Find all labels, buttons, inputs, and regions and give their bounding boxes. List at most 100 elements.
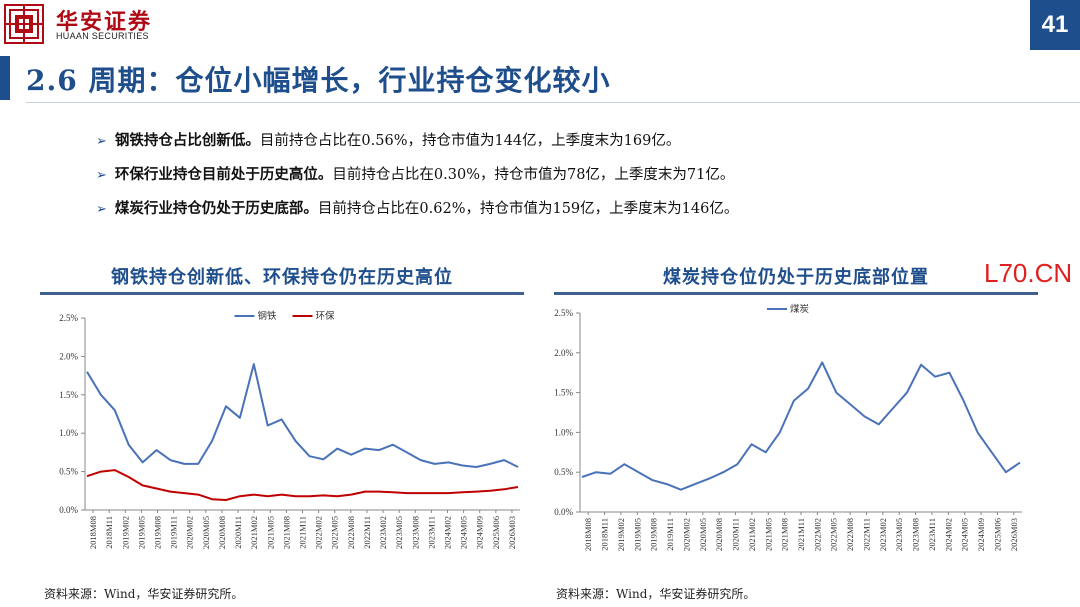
x-tick-label: 2018M08 (88, 516, 98, 549)
legend-label: 煤炭 (790, 303, 810, 315)
x-tick-label: 2021M02 (249, 516, 259, 549)
y-tick-label: 0.0% (59, 505, 78, 515)
bullet-bold: 煤炭行业持仓仍处于历史底部。 (114, 200, 318, 217)
brand-name-cn: 华安证券 (56, 9, 153, 35)
bullet-text: 目前持仓占比在0.30%，持仓市值为78亿，上季度末为71亿。 (332, 167, 735, 183)
series-line-环保 (86, 469, 519, 501)
x-tick-label: 2019M02 (616, 518, 626, 551)
x-tick-label: 2019M05 (136, 516, 146, 549)
page-number-badge: 41 (1030, 0, 1080, 50)
x-tick-label: 2023M11 (927, 518, 937, 551)
x-tick-label: 2019M08 (153, 516, 163, 549)
x-tick-label: 2023M02 (378, 516, 388, 549)
chart-source-left: 资料来源：Wind，华安证券研究所。 (44, 587, 244, 601)
x-tick-label: 2022M11 (861, 518, 871, 551)
y-tick-label: 0.5% (554, 467, 573, 477)
bullet-bold: 环保行业持仓目前处于历史高位。 (114, 166, 333, 183)
legend-label: 环保 (316, 310, 336, 322)
x-tick-label: 2023M05 (894, 518, 904, 551)
title-accent-bar (0, 56, 10, 100)
x-tick-label: 2021M11 (796, 518, 806, 551)
legend-label: 钢铁 (258, 310, 278, 322)
x-tick-label: 2024M05 (459, 516, 469, 549)
x-tick-label: 2022M02 (314, 516, 324, 549)
chart-steel-env: 0.0% 0.5% 1.0% 1.5% 2.0% 2.5% 2018M08 2018M11 20… (59, 310, 520, 549)
x-tick-label: 2020M02 (681, 518, 691, 551)
y-tick-label: 2.0% (554, 348, 573, 358)
y-tick-label: 1.5% (59, 390, 78, 400)
title-divider (26, 102, 1080, 103)
x-tick-label: 2021M05 (265, 516, 275, 549)
x-tick-label: 2024M09 (475, 516, 485, 549)
x-tick-label: 2024M02 (943, 518, 953, 551)
bullet-text: 目前持仓占比在0.56%，持仓市值为144亿，上季度末为169亿。 (259, 133, 681, 149)
x-tick-label: 2019M08 (649, 518, 659, 551)
x-tick-label: 2018M08 (583, 518, 593, 551)
watermark: L70.CN (984, 258, 1073, 288)
y-tick-label: 0.0% (554, 507, 573, 517)
bullet-item: ➢ 钢铁持仓占比创新低。目前持仓占比在0.56%，持仓市值为144亿，上季度末为1… (96, 124, 1056, 158)
x-tick-label: 2022M02 (812, 518, 822, 551)
series-line-煤炭 (581, 361, 1021, 491)
x-tick-label: 2023M08 (410, 516, 420, 549)
x-tick-label: 2024M02 (443, 516, 453, 549)
y-tick-label: 1.0% (554, 427, 573, 437)
bullet-item: ➢ 环保行业持仓目前处于历史高位。目前持仓占比在0.30%，持仓市值为78亿，上季… (96, 158, 1056, 192)
x-tick-label: 2020M02 (185, 516, 195, 549)
x-tick-label: 2023M05 (394, 516, 404, 549)
y-tick-label: 0.5% (59, 467, 78, 477)
y-tick-label: 2.0% (59, 351, 78, 361)
y-tick-label: 2.5% (59, 313, 78, 323)
chart-coal: 0.0% 0.5% 1.0% 1.5% 2.0% 2.5% 2018M08 2018M11 20… (554, 303, 1022, 551)
page-title: 2.6 周期：仓位小幅增长，行业持仓变化较小 (26, 64, 611, 97)
bullet-bold: 钢铁持仓占比创新低。 (114, 132, 260, 149)
bullet-text: 目前持仓占比在0.62%，持仓市值为159亿，上季度末为146亿。 (317, 201, 739, 217)
x-tick-label: 2019M11 (169, 516, 179, 549)
x-tick-label: 2025M06 (992, 518, 1002, 551)
x-tick-label: 2022M05 (829, 518, 839, 551)
x-tick-label: 2023M02 (878, 518, 888, 551)
x-tick-label: 2018M11 (600, 518, 610, 551)
chart-title-steel-env: 钢铁持仓创新低、环保持仓仍在历史高位 (111, 267, 453, 288)
x-tick-label: 2019M05 (632, 518, 642, 551)
x-tick-label: 2021M05 (763, 518, 773, 551)
x-tick-label: 2023M11 (426, 516, 436, 549)
chart-title-underline (40, 292, 524, 295)
x-tick-label: 2020M05 (201, 516, 211, 549)
x-tick-label: 2020M11 (731, 518, 741, 551)
x-tick-label: 2024M05 (960, 518, 970, 551)
x-tick-label: 2019M02 (120, 516, 130, 549)
y-tick-label: 1.5% (554, 388, 573, 398)
x-tick-label: 2024M09 (976, 518, 986, 551)
y-tick-label: 1.0% (59, 428, 78, 438)
x-tick-label: 2026M03 (1009, 518, 1019, 551)
chart-title-underline (554, 292, 1038, 295)
x-tick-label: 2020M05 (698, 518, 708, 551)
y-tick-label: 2.5% (554, 308, 573, 318)
brand-logo (4, 4, 44, 44)
x-tick-label: 2020M08 (217, 516, 227, 549)
x-tick-label: 2025M06 (491, 516, 501, 549)
chart-title-coal: 煤炭持仓位仍处于历史底部位置 (663, 267, 929, 288)
x-tick-label: 2021M08 (780, 518, 790, 551)
x-tick-label: 2021M02 (747, 518, 757, 551)
x-tick-label: 2020M08 (714, 518, 724, 551)
x-tick-label: 2021M08 (281, 516, 291, 549)
x-tick-label: 2020M11 (233, 516, 243, 549)
x-tick-label: 2023M08 (911, 518, 921, 551)
x-tick-label: 2022M08 (346, 516, 356, 549)
x-tick-label: 2022M08 (845, 518, 855, 551)
bullet-arrow-icon: ➢ (96, 168, 107, 183)
x-tick-label: 2026M03 (507, 516, 517, 549)
x-tick-label: 2022M05 (330, 516, 340, 549)
series-line-钢铁 (86, 363, 519, 468)
brand-name-en: HUAAN SECURITIES (56, 31, 149, 41)
x-tick-label: 2019M11 (665, 518, 675, 551)
x-tick-label: 2021M11 (298, 516, 308, 549)
x-tick-label: 2022M11 (362, 516, 372, 549)
bullet-list: ➢ 钢铁持仓占比创新低。目前持仓占比在0.56%，持仓市值为144亿，上季度末为1… (96, 124, 1056, 226)
chart-source-right: 资料来源：Wind，华安证券研究所。 (556, 587, 756, 601)
bullet-arrow-icon: ➢ (96, 202, 107, 217)
x-tick-label: 2018M11 (104, 516, 114, 549)
bullet-arrow-icon: ➢ (96, 134, 107, 149)
